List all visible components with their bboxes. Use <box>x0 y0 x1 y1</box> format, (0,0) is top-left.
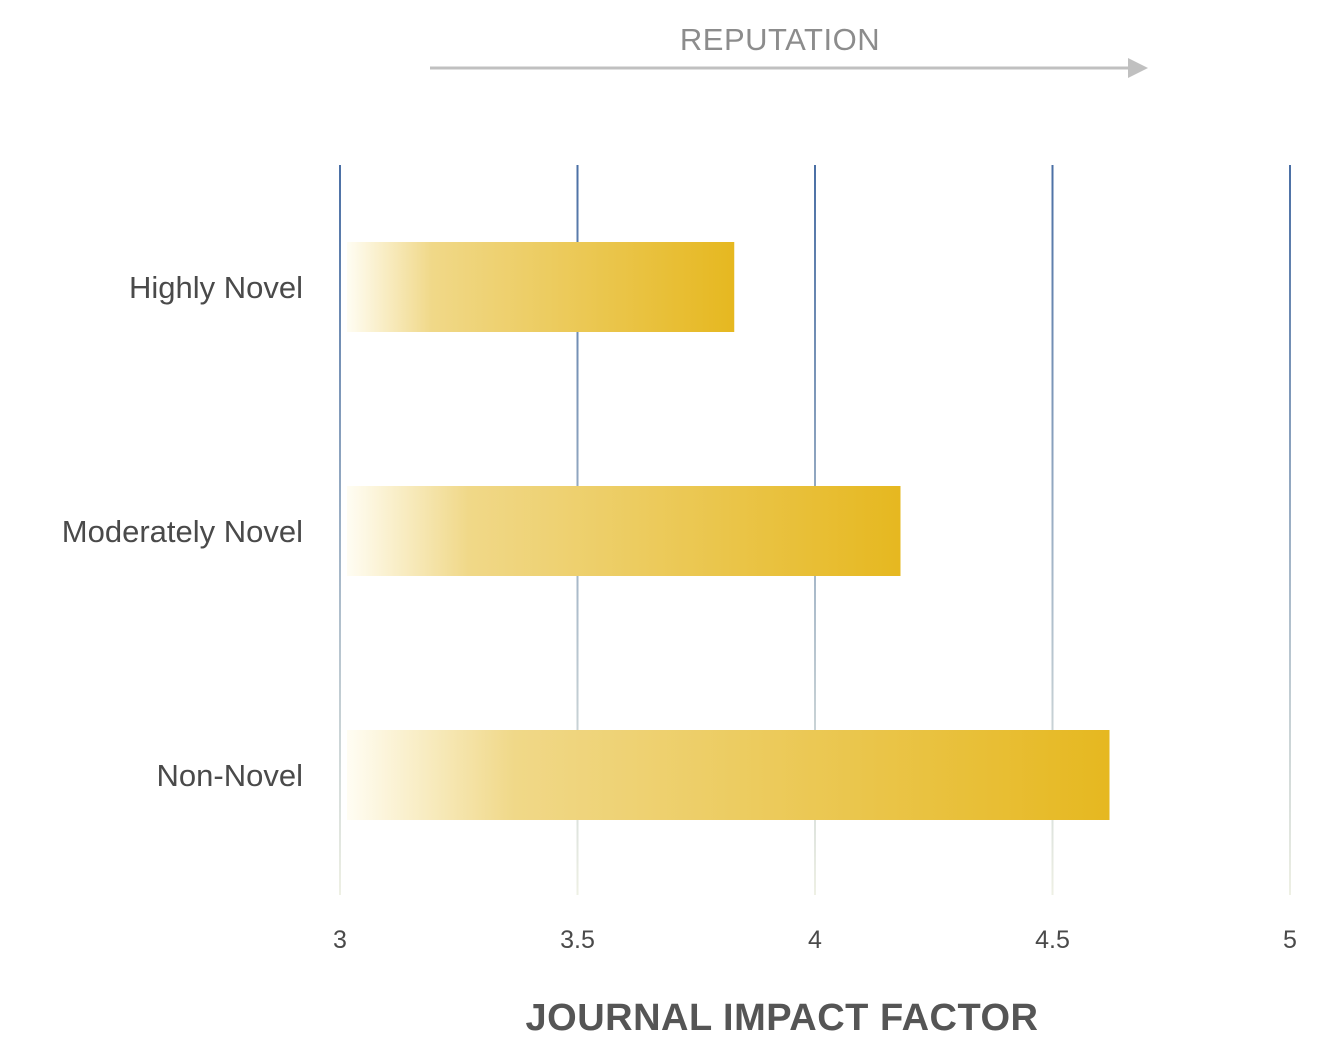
category-label: Non-Novel <box>157 758 303 793</box>
x-tick-labels: 3 3.5 4 4.5 5 <box>333 926 1297 954</box>
reputation-arrow <box>430 58 1148 78</box>
gridline <box>339 165 341 895</box>
x-axis-title: JOURNAL IMPACT FACTOR <box>526 997 1039 1039</box>
x-tick-label: 4 <box>808 926 822 954</box>
gridline <box>1051 165 1054 895</box>
category-label: Moderately Novel <box>62 514 303 549</box>
x-tick-label: 3.5 <box>560 926 595 954</box>
category-label: Highly Novel <box>129 270 303 305</box>
reputation-label: REPUTATION <box>680 22 880 57</box>
x-tick-label: 4.5 <box>1035 926 1070 954</box>
bar <box>347 486 901 576</box>
bar <box>347 242 735 332</box>
x-tick-label: 5 <box>1283 926 1297 954</box>
category-labels: Highly Novel Moderately Novel Non-Novel <box>62 270 303 793</box>
bar <box>347 730 1110 820</box>
gridline <box>1289 165 1291 895</box>
x-tick-label: 3 <box>333 926 347 954</box>
bars <box>347 242 1110 820</box>
